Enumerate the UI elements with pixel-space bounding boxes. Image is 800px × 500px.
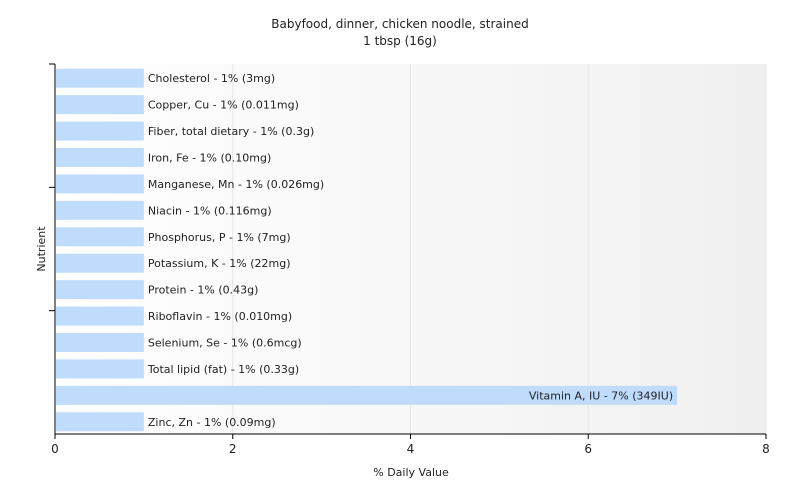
bar bbox=[56, 280, 144, 300]
bar-label: Vitamin A, IU - 7% (349IU) bbox=[529, 389, 673, 402]
chart-title: Babyfood, dinner, chicken noodle, strain… bbox=[271, 17, 528, 31]
x-tick-label: 6 bbox=[584, 442, 592, 456]
bar bbox=[56, 95, 144, 115]
bar bbox=[56, 227, 144, 247]
x-axis-title: % Daily Value bbox=[373, 466, 449, 479]
bar bbox=[56, 200, 144, 220]
bar-label: Phosphorus, P - 1% (7mg) bbox=[148, 231, 291, 244]
bar-label: Manganese, Mn - 1% (0.026mg) bbox=[148, 178, 324, 191]
bar bbox=[56, 359, 144, 379]
bar-label: Iron, Fe - 1% (0.10mg) bbox=[148, 152, 271, 165]
y-axis-title: Nutrient bbox=[35, 226, 48, 272]
bar-label: Total lipid (fat) - 1% (0.33g) bbox=[147, 363, 299, 376]
bar bbox=[56, 306, 144, 326]
axes: 0 2 4 6 8 bbox=[49, 63, 770, 456]
bar-label: Riboflavin - 1% (0.010mg) bbox=[148, 310, 292, 323]
bar-label: Copper, Cu - 1% (0.011mg) bbox=[148, 99, 299, 112]
bar-label: Cholesterol - 1% (3mg) bbox=[148, 72, 275, 85]
x-tick-label: 4 bbox=[407, 442, 415, 456]
x-tick-label: 8 bbox=[762, 442, 770, 456]
bar bbox=[56, 121, 144, 141]
bar bbox=[56, 148, 144, 167]
bar-label: Potassium, K - 1% (22mg) bbox=[148, 257, 291, 270]
bar bbox=[56, 333, 144, 352]
bar bbox=[56, 412, 144, 432]
x-tick-label: 0 bbox=[51, 442, 59, 456]
bar-label: Fiber, total dietary - 1% (0.3g) bbox=[148, 125, 314, 138]
bar bbox=[56, 253, 144, 273]
bar-label: Niacin - 1% (0.116mg) bbox=[148, 204, 272, 217]
x-tick-label: 2 bbox=[229, 442, 237, 456]
gridlines bbox=[232, 64, 767, 434]
bars: Cholesterol - 1% (3mg) Copper, Cu - 1% (0… bbox=[56, 68, 678, 432]
bar bbox=[56, 385, 678, 405]
bar bbox=[56, 174, 144, 194]
chart-subtitle: 1 tbsp (16g) bbox=[363, 34, 437, 48]
bar-label: Protein - 1% (0.43g) bbox=[148, 284, 259, 297]
bar bbox=[56, 68, 144, 88]
bar-label: Selenium, Se - 1% (0.6mcg) bbox=[148, 337, 302, 350]
bar-label: Zinc, Zn - 1% (0.09mg) bbox=[148, 416, 276, 429]
